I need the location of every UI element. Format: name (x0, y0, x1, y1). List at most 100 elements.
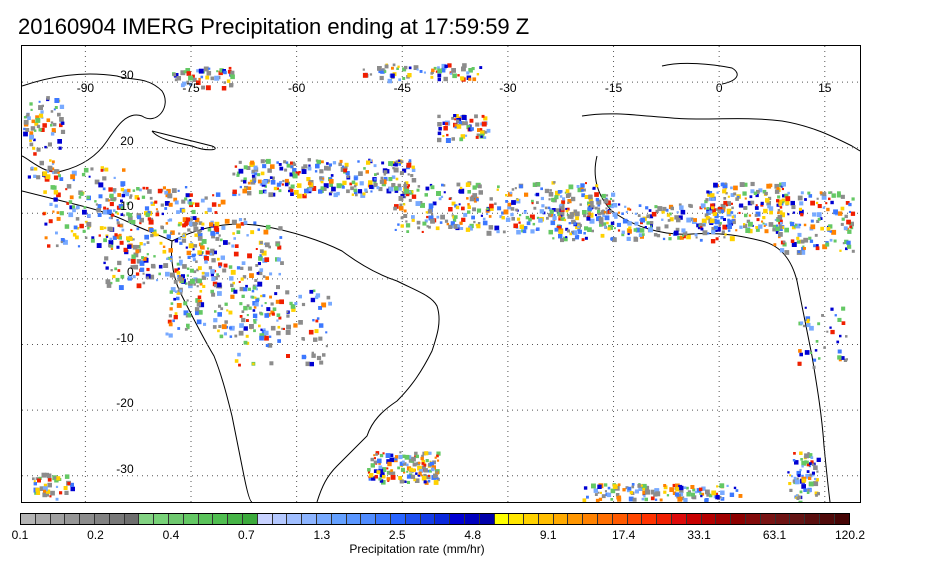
precipitation-cell (185, 193, 190, 198)
precipitation-cell (174, 78, 178, 82)
precipitation-cell (196, 319, 202, 325)
precipitation-cell (103, 206, 107, 210)
precipitation-cell (804, 306, 807, 309)
precipitation-cell (445, 138, 451, 143)
precipitation-cell (828, 197, 831, 201)
precipitation-cell (286, 163, 291, 168)
precipitation-cell (406, 230, 410, 233)
precipitation-cell (97, 204, 102, 209)
precipitation-cell (521, 229, 525, 233)
precipitation-cell (217, 312, 222, 317)
precipitation-cell (475, 198, 479, 202)
precipitation-cell (54, 204, 58, 208)
precipitation-cell (839, 334, 842, 338)
colorbar-swatch (464, 514, 480, 524)
precipitation-cell (192, 216, 197, 220)
precipitation-cell (239, 286, 244, 292)
precipitation-cell (214, 227, 220, 232)
precipitation-cell (421, 454, 424, 458)
precipitation-cell (284, 168, 288, 172)
precipitation-cell (51, 128, 56, 133)
precipitation-cell (277, 245, 282, 250)
precipitation-cell (790, 200, 795, 206)
precipitation-cell (540, 196, 544, 201)
precipitation-cell (181, 199, 186, 204)
precipitation-cell (560, 214, 563, 217)
precipitation-cell (165, 332, 169, 336)
precipitation-cell (141, 256, 144, 259)
colorbar-swatch (731, 514, 747, 524)
precipitation-cell (483, 136, 487, 139)
precipitation-cell (528, 217, 532, 222)
precipitation-cell (216, 273, 219, 276)
precipitation-cell (29, 131, 34, 136)
precipitation-cell (290, 161, 294, 165)
precipitation-cell (292, 168, 297, 173)
precipitation-cell (784, 250, 790, 255)
precipitation-cell (454, 118, 457, 121)
precipitation-cell (379, 179, 384, 184)
precipitation-cell (777, 211, 780, 214)
precipitation-cell (560, 238, 564, 243)
precipitation-cell (133, 247, 136, 250)
precipitation-cell (467, 203, 470, 206)
precipitation-cell (442, 184, 446, 187)
colorbar-swatch (553, 514, 569, 524)
precipitation-cell (217, 329, 220, 333)
precipitation-cell (253, 319, 256, 322)
precipitation-cell (264, 335, 269, 341)
precipitation-cell (390, 469, 393, 472)
precipitation-cell (808, 236, 812, 240)
precipitation-cell (553, 214, 556, 217)
precipitation-cell (210, 269, 215, 274)
precipitation-cell (644, 486, 650, 491)
precipitation-cell (195, 202, 200, 207)
precipitation-cell (429, 183, 433, 187)
precipitation-cell (230, 294, 235, 299)
precipitation-cell (571, 232, 574, 235)
precipitation-cell (40, 110, 44, 114)
precipitation-cell (423, 480, 427, 484)
precipitation-cell (195, 260, 198, 263)
precipitation-cell (465, 134, 468, 137)
precipitation-cell (275, 299, 280, 304)
precipitation-cell (720, 209, 725, 214)
precipitation-cell (293, 323, 298, 328)
precipitation-cell (552, 237, 555, 240)
precipitation-cell (328, 179, 334, 184)
precipitation-cell (90, 167, 94, 171)
precipitation-cell (72, 178, 75, 182)
precipitation-cell (276, 319, 279, 322)
precipitation-cell (437, 131, 442, 136)
precipitation-cell (782, 242, 787, 247)
precipitation-cell (373, 460, 377, 464)
precipitation-cell (262, 294, 266, 298)
precipitation-cell (755, 228, 760, 232)
precipitation-cell (219, 68, 224, 73)
precipitation-cell (94, 200, 97, 203)
precipitation-cell (381, 161, 385, 165)
precipitation-cell (112, 188, 117, 192)
precipitation-cell (35, 117, 41, 123)
precipitation-cell (389, 453, 394, 458)
precipitation-cell (301, 169, 307, 174)
precipitation-cell (419, 469, 423, 473)
precipitation-cell (204, 260, 208, 264)
precipitation-cell (220, 307, 224, 311)
precipitation-cell (582, 188, 586, 192)
precipitation-cell (167, 193, 173, 199)
precipitation-cell (136, 245, 140, 248)
precipitation-cell (595, 184, 599, 188)
precipitation-cell (423, 463, 427, 467)
precipitation-cell (119, 233, 122, 237)
precipitation-cell (133, 252, 139, 258)
precipitation-cell (800, 213, 804, 217)
precipitation-cell (150, 263, 156, 269)
precipitation-cell (811, 471, 815, 475)
colorbar-swatch (302, 514, 317, 524)
precipitation-cell (86, 221, 92, 227)
precipitation-cell (773, 243, 777, 247)
precipitation-cell (147, 217, 151, 221)
precipitation-cell (246, 341, 250, 345)
precipitation-cell (373, 178, 377, 181)
